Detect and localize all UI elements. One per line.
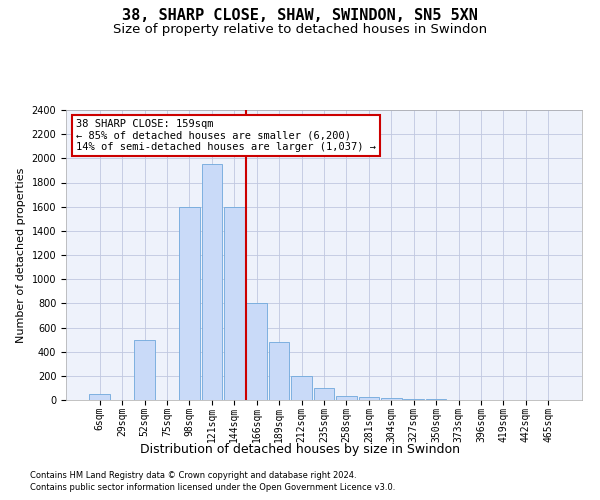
Bar (247, 304, 267, 400)
Bar (202, 164, 222, 400)
Bar (269, 342, 289, 400)
Text: Distribution of detached houses by size in Swindon: Distribution of detached houses by size … (140, 442, 460, 456)
Bar (89, 394, 110, 400)
Y-axis label: Number of detached properties: Number of detached properties (16, 168, 26, 342)
Bar (179, 206, 200, 400)
Bar (134, 340, 155, 400)
Text: Contains public sector information licensed under the Open Government Licence v3: Contains public sector information licen… (30, 484, 395, 492)
Bar (359, 397, 379, 400)
Bar (403, 399, 424, 400)
Bar (336, 396, 357, 400)
Bar (224, 206, 245, 400)
Text: Contains HM Land Registry data © Crown copyright and database right 2024.: Contains HM Land Registry data © Crown c… (30, 471, 356, 480)
Bar (314, 388, 334, 400)
Bar (291, 376, 312, 400)
Text: 38, SHARP CLOSE, SHAW, SWINDON, SN5 5XN: 38, SHARP CLOSE, SHAW, SWINDON, SN5 5XN (122, 8, 478, 22)
Text: 38 SHARP CLOSE: 159sqm
← 85% of detached houses are smaller (6,200)
14% of semi-: 38 SHARP CLOSE: 159sqm ← 85% of detached… (76, 118, 376, 152)
Bar (381, 398, 401, 400)
Text: Size of property relative to detached houses in Swindon: Size of property relative to detached ho… (113, 22, 487, 36)
